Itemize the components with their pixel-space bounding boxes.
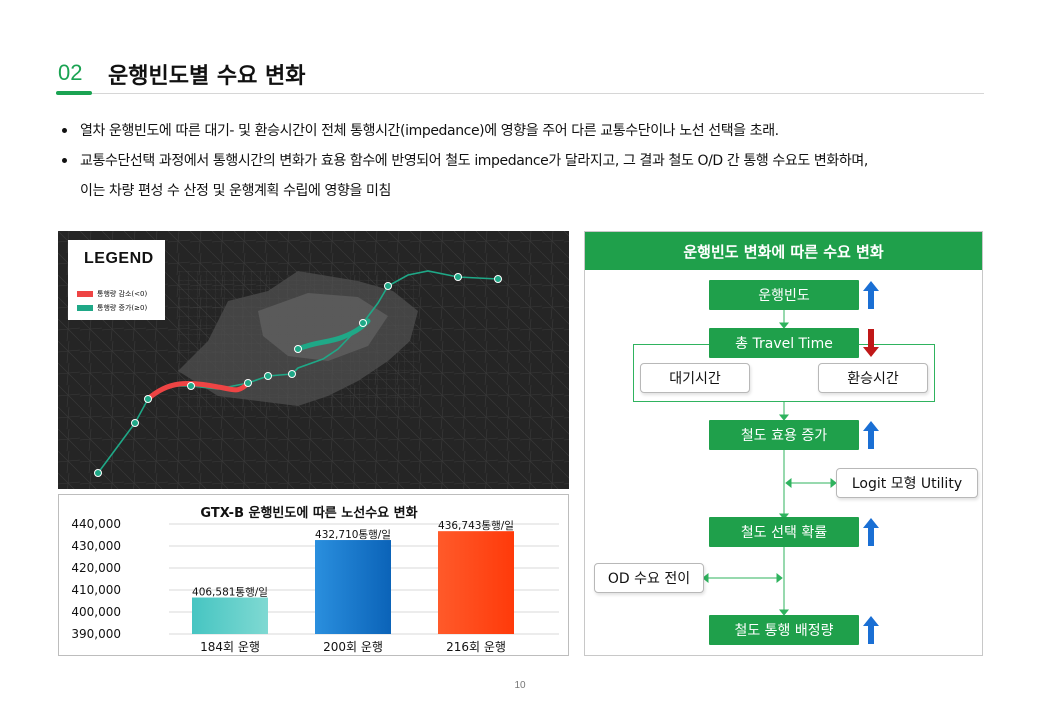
section-number: 02: [58, 60, 83, 85]
bar-data-label: 436,743통행/일: [438, 519, 514, 532]
total-travel-time-box: 총 Travel Time: [709, 328, 859, 358]
station: [94, 469, 102, 477]
header-divider: [56, 93, 984, 94]
bar-data-label: 432,710통행/일: [315, 528, 391, 541]
rail-choice-prob-box: 철도 선택 확률: [709, 517, 859, 547]
arrow-up-icon: [863, 281, 879, 309]
bullet-item: 교통수단선택 과정에서 통행시간의 변화가 효용 함수에 반영되어 철도 imp…: [62, 146, 992, 176]
legend-item-increase: 통행량 증가(≥0): [77, 303, 147, 313]
station: [131, 419, 139, 427]
station: [294, 345, 302, 353]
frequency-box: 운행빈도: [709, 280, 859, 310]
od-demand-shift-box: OD 수요 전이: [594, 563, 704, 593]
legend-swatch: [77, 291, 93, 297]
map-legend: LEGEND 통행량 감소(<0) 통행량 증가(≥0): [68, 240, 165, 320]
logit-utility-box: Logit 모형 Utility: [836, 468, 978, 498]
station: [359, 319, 367, 327]
rail-utility-box: 철도 효용 증가: [709, 420, 859, 450]
station: [144, 395, 152, 403]
bar: [192, 597, 268, 634]
demand-bar-chart: GTX-B 운행빈도에 따른 노선수요 변화 440,000 430,000 420…: [58, 494, 569, 656]
bullet-text: 이는 차량 편성 수 산정 및 운행계획 수립에 영향을 미침: [80, 183, 392, 199]
station: [244, 379, 252, 387]
bullet-text: 교통수단선택 과정에서 통행시간의 변화가 효용 함수에 반영되어 철도 imp…: [80, 153, 868, 169]
y-tick-label: 420,000: [71, 561, 121, 575]
x-category-label: 200회 운행: [323, 639, 383, 654]
arrow-up-icon: [863, 616, 879, 644]
legend-label: 통행량 증가(≥0): [97, 304, 148, 312]
page-title: 운행빈도별 수요 변화: [108, 64, 306, 89]
x-category-label: 184회 운행: [200, 639, 260, 654]
chart-title: GTX-B 운행빈도에 따른 노선수요 변화: [200, 505, 417, 521]
bullet-dot: [62, 158, 67, 163]
header-accent-bar: [56, 91, 92, 95]
station: [288, 370, 296, 378]
slide-header: 02 운행빈도별 수요 변화: [56, 58, 984, 98]
chart-canvas: GTX-B 운행빈도에 따른 노선수요 변화 440,000 430,000 420…: [71, 505, 559, 654]
y-tick-label: 400,000: [71, 605, 121, 619]
y-tick-label: 390,000: [71, 627, 121, 641]
page-number: 10: [514, 680, 526, 691]
bar: [315, 540, 391, 634]
flow-connectors: [702, 310, 837, 616]
y-tick-label: 430,000: [71, 539, 121, 553]
legend-title: LEGEND: [84, 250, 154, 267]
bullet-dot: [62, 128, 67, 133]
station: [494, 275, 502, 283]
legend-label: 통행량 감소(<0): [97, 290, 148, 298]
arrow-down-icon: [863, 329, 879, 357]
arrow-up-icon: [863, 421, 879, 449]
flow-header: 운행빈도 변화에 따른 수요 변화: [585, 232, 982, 270]
station: [264, 372, 272, 380]
bullet-continuation: 이는 차량 편성 수 산정 및 운행계획 수립에 영향을 미침: [62, 176, 992, 206]
bar: [438, 531, 514, 634]
legend-swatch: [77, 305, 93, 311]
bar-data-label: 406,581통행/일: [192, 586, 268, 599]
x-category-label: 216회 운행: [446, 639, 506, 654]
bars: 406,581통행/일 432,710통행/일 436,743통행/일: [192, 519, 514, 634]
arrow-up-icon: [863, 518, 879, 546]
route-map: LEGEND 통행량 감소(<0) 통행량 증가(≥0): [58, 231, 569, 489]
station: [187, 382, 195, 390]
rail-assignment-box: 철도 통행 배정량: [709, 615, 859, 645]
x-axis-labels: 184회 운행 200회 운행 216회 운행: [200, 639, 506, 654]
y-tick-label: 410,000: [71, 583, 121, 597]
bullet-list: 열차 운행빈도에 따른 대기- 및 환승시간이 전체 통행시간(impedanc…: [62, 116, 992, 206]
station: [454, 273, 462, 281]
waiting-time-box: 대기시간: [640, 363, 750, 393]
decrease-segment: [145, 380, 251, 402]
station-markers: [94, 273, 502, 477]
station: [384, 282, 392, 290]
bullet-item: 열차 운행빈도에 따른 대기- 및 환승시간이 전체 통행시간(impedanc…: [62, 116, 992, 146]
y-tick-label: 440,000: [71, 517, 121, 531]
flow-diagram: 운행빈도 변화에 따른 수요 변화 운행빈도 총 Travel Time 대기시…: [584, 231, 983, 656]
transfer-time-box: 환승시간: [818, 363, 928, 393]
legend-item-decrease: 통행량 감소(<0): [77, 289, 147, 299]
bullet-text: 열차 운행빈도에 따른 대기- 및 환승시간이 전체 통행시간(impedanc…: [80, 123, 779, 139]
